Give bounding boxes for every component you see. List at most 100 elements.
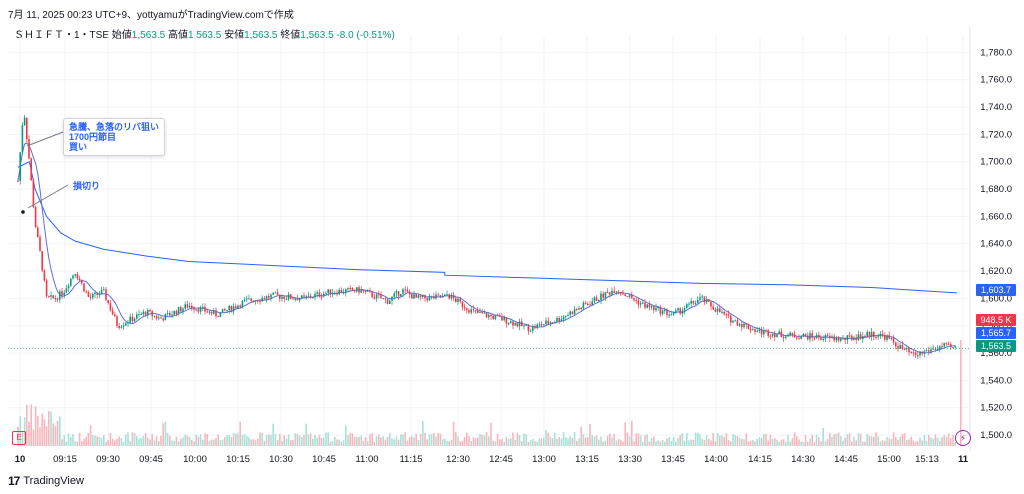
candle-body: [184, 304, 186, 309]
volume-bar: [785, 441, 787, 446]
volume-bar-closing: [960, 340, 962, 446]
candle-body: [835, 337, 838, 341]
candle-body: [936, 348, 939, 350]
candle-body: [248, 298, 250, 300]
volume-bar: [120, 438, 123, 446]
candle-body: [208, 311, 211, 313]
candle-body: [694, 303, 697, 305]
volume-bar: [87, 433, 90, 446]
volume-bar: [448, 441, 450, 446]
candle-body: [831, 336, 833, 338]
volume-bar: [356, 436, 358, 446]
volume-bar: [56, 420, 59, 446]
candle-body: [650, 306, 653, 308]
candle-body: [384, 298, 387, 300]
volume-bar: [334, 437, 336, 446]
volume-bar: [877, 436, 879, 446]
volume-bar: [274, 434, 277, 446]
candle-body: [723, 311, 725, 315]
volume-bar: [862, 441, 864, 446]
candle-body: [188, 305, 191, 308]
volume-bar: [21, 431, 24, 446]
candle-body: [644, 302, 646, 308]
candle-body: [646, 304, 648, 308]
volume-bar: [611, 437, 613, 446]
candle-body: [820, 337, 822, 340]
candle-body: [908, 348, 910, 353]
candle-body: [556, 317, 558, 322]
time-axis[interactable]: 10 09:15 09:30 09:45 10:00 10:15 10:30 10:45 11:…: [15, 454, 969, 465]
volume-bar: [439, 433, 442, 446]
volume-bar: [705, 435, 708, 446]
candle-body: [419, 295, 422, 297]
volume-bar: [329, 441, 332, 446]
annotation-callout-buy[interactable]: 急騰、急落のリバ狙い 1700円節目 買い: [63, 118, 166, 156]
volume-bar: [263, 440, 266, 446]
volume-bar: [452, 421, 455, 446]
volume-bar: [83, 438, 85, 446]
volume-bar: [265, 434, 268, 446]
candle-body: [78, 278, 81, 281]
earnings-badge[interactable]: E: [12, 431, 26, 445]
volume-bar: [76, 441, 79, 446]
volume-bar: [461, 440, 464, 446]
candle-body: [279, 294, 281, 299]
volume-bar: [721, 435, 723, 446]
candle-body: [323, 293, 325, 297]
volume-bar: [560, 438, 563, 446]
vwap-price-tag: 1,603.7: [976, 284, 1016, 296]
candle-body: [712, 306, 714, 310]
candle-body: [538, 324, 541, 326]
symbol-name[interactable]: ＳＨＩＦＴ・1・TSE: [14, 30, 110, 41]
volume-bar: [939, 441, 941, 446]
candle-body: [120, 326, 123, 328]
candle-body: [261, 297, 263, 302]
volume-bar: [943, 434, 945, 446]
candle-body: [677, 308, 679, 311]
volume-bar: [268, 434, 270, 446]
volume-bar: [237, 432, 239, 446]
volume-bar: [580, 426, 582, 446]
volume-bar: [873, 436, 875, 446]
annotation-callout-stoploss[interactable]: 損切り: [73, 181, 101, 191]
volume-bar: [818, 437, 820, 446]
candle-body: [881, 334, 884, 336]
volume-bar: [147, 437, 149, 446]
volume-bar: [692, 439, 695, 446]
candle-body: [41, 251, 43, 271]
volume-bar: [118, 436, 120, 446]
volume-bar: [510, 438, 512, 446]
volume-bar: [65, 441, 68, 446]
candle-body: [523, 325, 525, 327]
candle-body: [499, 315, 501, 317]
candle-body: [195, 309, 197, 311]
volume-bar: [587, 437, 589, 446]
candle-body: [468, 310, 470, 313]
vwap-path: [17, 160, 958, 294]
volume-bar: [175, 436, 178, 446]
price-axis[interactable]: 1,780.0 1,760.0 1,740.0 1,720.0 1,700.0 1,680…: [969, 26, 1012, 450]
volume-bar: [362, 440, 365, 446]
candle-body: [943, 343, 945, 347]
candle-body: [738, 324, 741, 326]
y-tick-label: 1,600.0: [980, 293, 1012, 304]
candle-body: [716, 308, 719, 312]
volume-bar: [712, 433, 714, 446]
volume-bar: [888, 438, 890, 446]
volume-bar: [864, 441, 866, 446]
volume-bar: [305, 423, 307, 446]
lightning-icon[interactable]: ⚡: [955, 430, 971, 446]
volume-bar: [796, 435, 798, 446]
volume-bar: [235, 434, 237, 446]
candle-body: [628, 294, 631, 297]
candle-body: [912, 352, 915, 354]
volume-bar: [153, 440, 156, 446]
volume-bar: [182, 437, 184, 446]
volume-bar: [428, 434, 431, 446]
candle-body: [862, 336, 864, 340]
volume-bar: [521, 441, 523, 446]
candle-body: [683, 308, 686, 311]
volume-bar: [793, 432, 796, 446]
close-label: 終値: [280, 30, 301, 41]
